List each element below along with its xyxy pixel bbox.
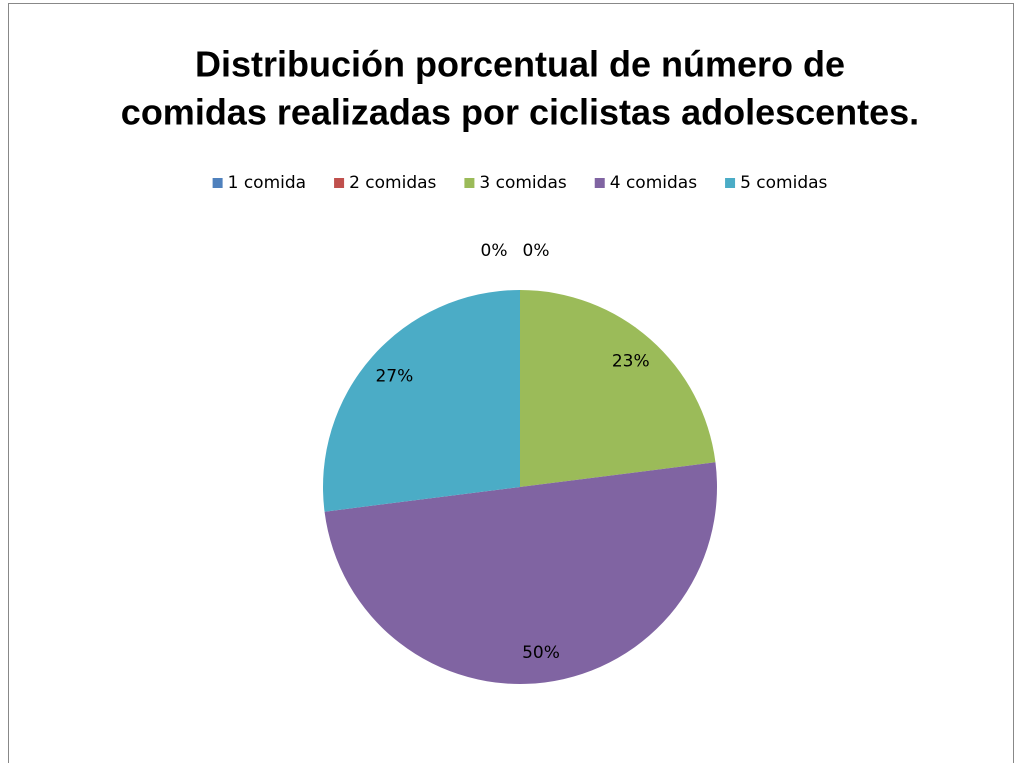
data-label: 0% bbox=[481, 241, 508, 261]
chart-title: comidas realizadas por ciclistas adolesc… bbox=[121, 92, 919, 133]
pie-slice bbox=[323, 290, 520, 512]
legend-swatch bbox=[334, 178, 345, 188]
legend-label: 5 comidas bbox=[740, 173, 827, 193]
legend-swatch bbox=[594, 178, 605, 188]
data-label: 50% bbox=[522, 643, 560, 663]
legend-label: 3 comidas bbox=[479, 173, 566, 193]
chart-title: Distribución porcentual de número de bbox=[195, 44, 845, 85]
legend-swatch bbox=[725, 178, 736, 188]
legend-swatch bbox=[464, 178, 475, 188]
pie-slice bbox=[324, 462, 717, 684]
pie-slice bbox=[520, 290, 716, 487]
legend-label: 1 comida bbox=[228, 173, 306, 193]
data-label: 0% bbox=[523, 241, 550, 261]
legend-label: 2 comidas bbox=[349, 173, 436, 193]
data-label: 27% bbox=[375, 366, 413, 386]
data-label: 23% bbox=[612, 351, 650, 371]
legend-swatch bbox=[212, 178, 223, 188]
legend-label: 4 comidas bbox=[610, 173, 697, 193]
